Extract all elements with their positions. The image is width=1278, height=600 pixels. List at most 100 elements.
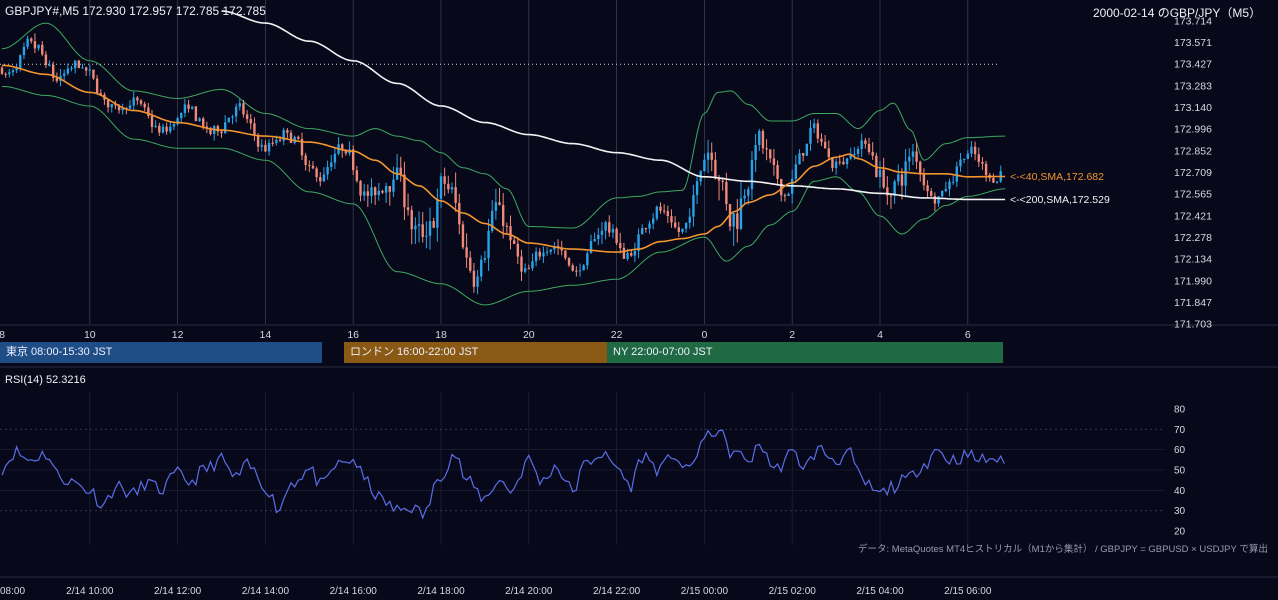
rsi-line (1, 429, 1005, 520)
candle-body (641, 228, 644, 235)
candle-body (289, 132, 293, 143)
candle-body (626, 253, 629, 259)
candle-body (542, 252, 545, 257)
candle-body (465, 247, 468, 258)
candle-body (388, 186, 391, 192)
candle-body (11, 70, 15, 73)
candle-body (8, 72, 11, 75)
candle-body (501, 204, 505, 226)
candle-body (860, 140, 863, 149)
candle-body (304, 155, 307, 165)
rsi-y-tick-label: 50 (1174, 466, 1186, 477)
candle-body (421, 224, 424, 237)
candle-body (286, 130, 289, 133)
candle-body (754, 145, 757, 161)
candle-body (278, 139, 282, 141)
price-x-tick-label: 18 (435, 329, 447, 341)
candle-body (344, 149, 348, 154)
bollinger-lower-band (1, 85, 1006, 306)
candle-body (670, 216, 673, 223)
candle-body (977, 154, 980, 163)
candle-body (805, 143, 809, 156)
candle-body (454, 187, 457, 203)
candle-body (575, 270, 578, 272)
candle-body (355, 170, 359, 181)
candle-body (666, 211, 670, 217)
price-y-tick-label: 173.427 (1174, 59, 1212, 71)
candle-body (300, 138, 304, 156)
candle-body (81, 67, 84, 69)
time-axis-tick-label: 08:00 (0, 586, 25, 597)
candle-body (739, 198, 743, 229)
candle-body (838, 161, 841, 163)
candle-body (161, 126, 165, 133)
candle-body (966, 153, 969, 159)
price-y-tick-label: 173.283 (1174, 80, 1212, 92)
rsi-y-tick-label: 60 (1174, 445, 1186, 456)
candle-body (962, 158, 966, 160)
candle-body (787, 193, 790, 196)
time-axis-tick-label: 2/15 02:00 (769, 586, 817, 597)
candle-body (84, 67, 88, 71)
candle-body (750, 160, 754, 190)
price-y-tick-label: 173.140 (1174, 102, 1212, 114)
price-x-tick-label: 16 (347, 329, 359, 341)
candle-body (253, 123, 256, 135)
rsi-label: RSI(14) 52.3216 (5, 374, 86, 386)
candle-body (637, 234, 640, 251)
candle-body (630, 253, 633, 256)
candle-body (600, 230, 604, 235)
candle-body (743, 195, 746, 199)
candle-body (512, 240, 516, 244)
price-x-tick-label: 10 (84, 329, 96, 341)
candle-body (714, 159, 717, 179)
candle-body (597, 234, 600, 239)
session-bar-london: ロンドン 16:00-22:00 JST (344, 342, 607, 363)
candle-body (491, 210, 494, 231)
price-y-tick-label: 172.852 (1174, 145, 1212, 157)
time-axis-tick-label: 2/14 22:00 (593, 586, 641, 597)
candle-body (308, 164, 311, 166)
candle-body (483, 258, 487, 260)
candle-body (447, 183, 450, 190)
candle-body (589, 241, 593, 254)
candle-body (381, 190, 384, 193)
rsi-y-tick-label: 80 (1174, 405, 1186, 416)
time-axis-tick-label: 2/15 04:00 (856, 586, 904, 597)
candle-body (937, 196, 940, 204)
candle-body (330, 162, 333, 168)
price-y-tick-label: 172.565 (1174, 189, 1212, 201)
price-y-tick-label: 172.421 (1174, 210, 1212, 222)
candle-body (143, 103, 146, 108)
candle-body (425, 235, 428, 237)
candle-body (494, 202, 498, 211)
candle-body (732, 213, 735, 227)
candle-body (677, 227, 680, 232)
candle-body (992, 178, 995, 183)
candle-body (856, 148, 860, 155)
price-y-tick-label: 171.990 (1174, 275, 1212, 287)
session-bar-tokyo: 東京 08:00-15:30 JST (0, 342, 322, 363)
price-y-tick-label: 173.714 (1174, 16, 1212, 28)
candle-body (886, 187, 889, 196)
rsi-y-tick-label: 70 (1174, 425, 1186, 436)
candle-body (582, 265, 585, 271)
candle-body (70, 68, 73, 70)
candle-body (651, 218, 655, 224)
sma40-line (1, 64, 1006, 253)
session-bar-ny: NY 22:00-07:00 JST (607, 342, 1003, 363)
candle-body (264, 144, 267, 152)
rsi-y-tick-label: 40 (1174, 486, 1186, 497)
price-y-tick-label: 171.847 (1174, 297, 1212, 309)
candle-body (450, 187, 454, 190)
candle-body (373, 187, 377, 196)
candle-body (926, 185, 929, 192)
candle-body (341, 144, 344, 150)
candle-body (878, 169, 882, 177)
candle-body (180, 112, 183, 119)
candle-body (721, 180, 724, 182)
candle-body (703, 159, 706, 172)
candle-body (417, 224, 421, 226)
sma40-annotation: <-<40,SMA,172.682 (1010, 171, 1104, 183)
